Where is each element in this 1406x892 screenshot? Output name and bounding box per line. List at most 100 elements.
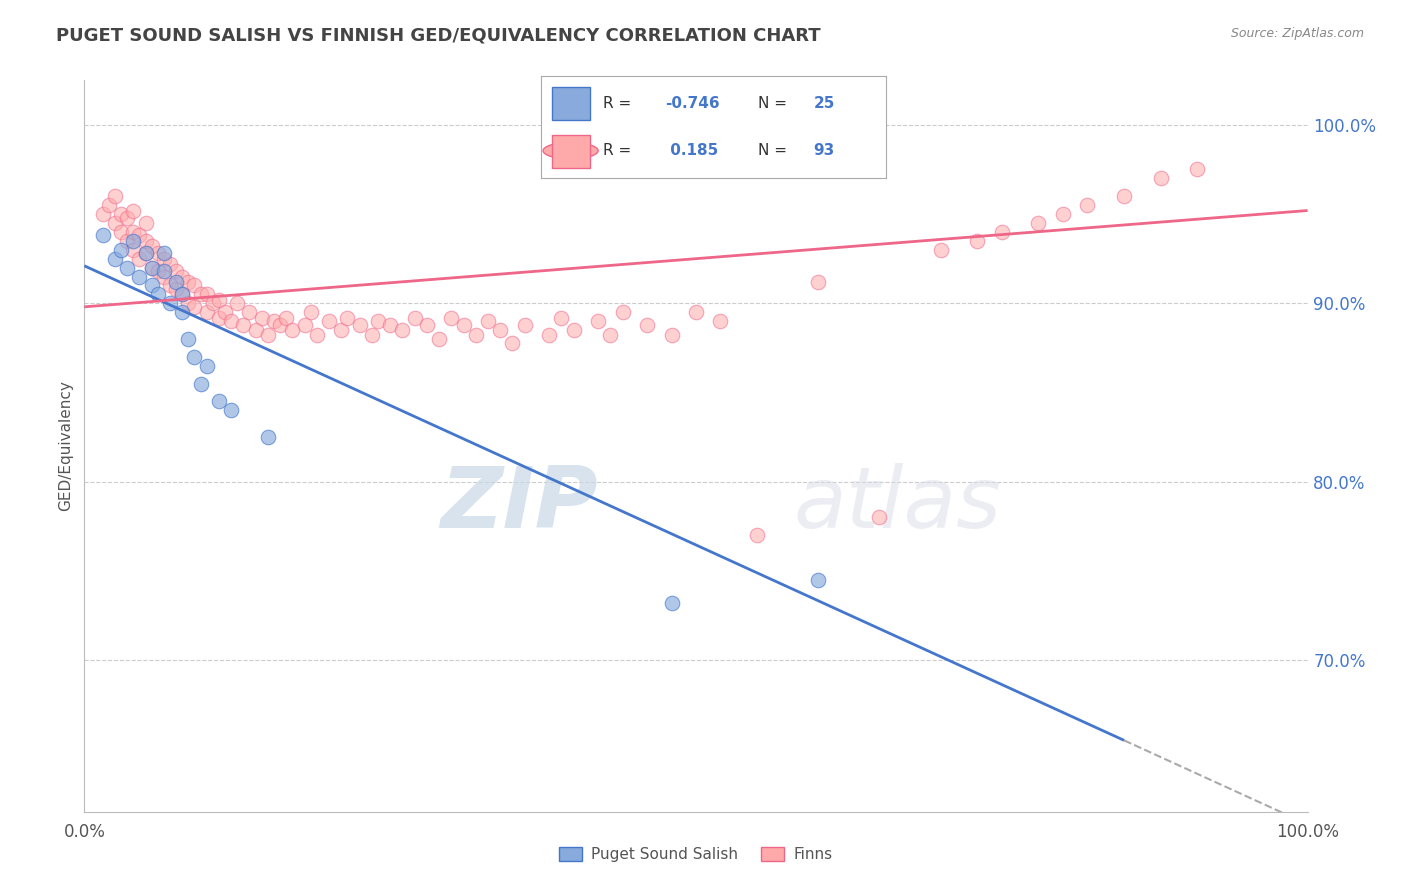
Text: -0.746: -0.746 — [665, 96, 720, 111]
Point — [177, 296, 200, 310]
Point — [195, 287, 218, 301]
Text: Source: ZipAtlas.com: Source: ZipAtlas.com — [1230, 27, 1364, 40]
Point — [122, 225, 145, 239]
Point — [153, 246, 176, 260]
Point — [257, 328, 280, 343]
Point — [219, 314, 242, 328]
Point — [550, 310, 572, 325]
Point — [208, 310, 231, 325]
Point — [122, 234, 145, 248]
Point — [276, 310, 298, 325]
Point — [226, 296, 249, 310]
Point — [135, 246, 157, 260]
Point — [477, 314, 499, 328]
Text: 93: 93 — [814, 144, 835, 158]
Text: PUGET SOUND SALISH VS FINNISH GED/EQUIVALENCY CORRELATION CHART: PUGET SOUND SALISH VS FINNISH GED/EQUIVA… — [56, 27, 821, 45]
FancyBboxPatch shape — [551, 87, 589, 120]
Point — [929, 243, 952, 257]
Y-axis label: GED/Equivalency: GED/Equivalency — [58, 381, 73, 511]
Point — [128, 269, 150, 284]
Point — [1114, 189, 1136, 203]
Text: 0.185: 0.185 — [665, 144, 718, 158]
Point — [807, 275, 830, 289]
Point — [661, 596, 683, 610]
Point — [183, 350, 205, 364]
Point — [299, 305, 322, 319]
Point — [91, 207, 114, 221]
Point — [269, 318, 291, 332]
Point — [416, 318, 439, 332]
Point — [661, 328, 683, 343]
Point — [141, 260, 163, 275]
Point — [122, 203, 145, 218]
Point — [177, 332, 200, 346]
Point — [110, 207, 132, 221]
Circle shape — [543, 143, 598, 159]
Point — [165, 275, 187, 289]
Point — [709, 314, 731, 328]
Point — [538, 328, 561, 343]
Point — [190, 287, 212, 301]
Point — [195, 305, 218, 319]
Point — [110, 243, 132, 257]
Point — [183, 300, 205, 314]
Point — [146, 287, 169, 301]
Point — [208, 394, 231, 409]
Point — [159, 257, 181, 271]
Point — [122, 243, 145, 257]
Text: R =: R = — [603, 96, 637, 111]
Point — [427, 332, 450, 346]
Point — [214, 305, 236, 319]
Point — [153, 252, 176, 266]
Point — [141, 278, 163, 293]
Point — [502, 335, 524, 350]
Point — [153, 269, 176, 284]
Point — [586, 314, 609, 328]
Point — [464, 328, 486, 343]
Point — [141, 260, 163, 275]
Point — [219, 403, 242, 417]
Point — [360, 328, 382, 343]
Point — [263, 314, 285, 328]
Point — [135, 246, 157, 260]
Point — [201, 296, 224, 310]
Point — [172, 287, 194, 301]
Point — [110, 225, 132, 239]
Text: atlas: atlas — [794, 463, 1002, 546]
Point — [146, 246, 169, 260]
Point — [135, 216, 157, 230]
Point — [250, 310, 273, 325]
Point — [349, 318, 371, 332]
Point — [636, 318, 658, 332]
Point — [141, 239, 163, 253]
Point — [453, 318, 475, 332]
Point — [91, 228, 114, 243]
FancyBboxPatch shape — [551, 136, 589, 168]
Legend: Puget Sound Salish, Finns: Puget Sound Salish, Finns — [551, 839, 841, 870]
Point — [294, 318, 316, 332]
Point — [380, 318, 402, 332]
Point — [612, 305, 634, 319]
Point — [991, 225, 1014, 239]
Point — [1076, 198, 1098, 212]
Text: ZIP: ZIP — [440, 463, 598, 546]
Point — [128, 252, 150, 266]
Point — [183, 278, 205, 293]
Point — [489, 323, 512, 337]
Point — [159, 278, 181, 293]
Point — [165, 282, 187, 296]
Point — [165, 264, 187, 278]
Point — [135, 234, 157, 248]
Point — [115, 260, 138, 275]
Point — [336, 310, 359, 325]
Point — [104, 252, 127, 266]
Point — [305, 328, 328, 343]
Point — [330, 323, 353, 337]
Text: 25: 25 — [814, 96, 835, 111]
Point — [146, 264, 169, 278]
Point — [599, 328, 621, 343]
Point — [513, 318, 536, 332]
Point — [966, 234, 988, 248]
Point — [115, 234, 138, 248]
Text: N =: N = — [758, 96, 792, 111]
